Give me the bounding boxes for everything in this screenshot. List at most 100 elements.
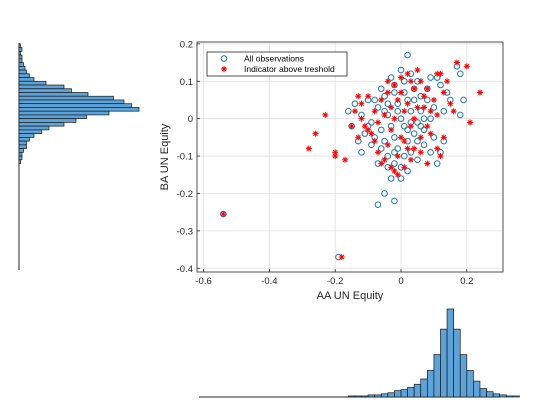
observation-point: [400, 152, 408, 160]
observation-point: [400, 77, 408, 85]
observation-point: [368, 141, 375, 149]
observation-point: [424, 96, 431, 104]
indicator-point: [463, 63, 470, 70]
y-histogram-bar: [18, 65, 26, 71]
observation-point: [397, 115, 405, 122]
x-tick-labels: -0.6 -0.4 -0.2 0 0.2: [195, 276, 473, 287]
observation-point: [374, 104, 382, 111]
observation-point: [387, 175, 395, 182]
indicator-point: [388, 126, 395, 133]
y-histogram-bar: [18, 84, 65, 90]
indicator-point: [365, 93, 372, 100]
indicator-point: [450, 108, 457, 115]
observation-point: [456, 111, 464, 119]
x-tick-label: -0.4: [261, 276, 277, 287]
y-histogram-bar: [18, 92, 89, 97]
indicator-point: [453, 59, 460, 66]
observation-point: [381, 92, 388, 100]
x-histogram-bar: [394, 390, 402, 398]
indicator-point: [467, 119, 474, 126]
x-histogram-bar: [473, 380, 481, 398]
y-histogram-bar: [18, 148, 24, 153]
observation-point: [397, 66, 405, 74]
y-histogram-bar: [18, 88, 72, 93]
x-tick-label: -0.2: [327, 276, 343, 287]
indicator-point: [394, 153, 401, 160]
y-histogram-bar: [18, 58, 23, 63]
indicator-point: [368, 130, 375, 137]
y-histogram-bar: [18, 43, 21, 48]
x-tick-label: 0.2: [460, 276, 473, 287]
observation-point: [377, 145, 385, 152]
indicator-point: [398, 74, 404, 81]
indicator-point: [361, 123, 368, 130]
y-tick-label: -0.2: [177, 189, 193, 200]
observation-point: [391, 197, 398, 205]
observation-point: [427, 74, 434, 81]
indicator-point: [351, 108, 358, 115]
y-axis-label: BA UN Equity: [159, 123, 171, 190]
x-histogram-bar: [505, 395, 514, 398]
indicator-point: [384, 141, 391, 148]
observation-point: [361, 130, 369, 137]
indicator-point: [414, 67, 421, 74]
indicator-point: [407, 156, 414, 163]
indicator-point: [322, 111, 329, 118]
observation-point: [433, 160, 441, 167]
x-histogram-bar: [466, 370, 474, 398]
y-histogram-bar: [18, 129, 42, 134]
observation-point: [420, 115, 428, 122]
indicator-point: [391, 115, 398, 122]
observation-point: [381, 137, 388, 145]
observation-point: [414, 137, 421, 145]
observation-point: [427, 115, 434, 122]
indicator-point: [407, 123, 414, 130]
y-tick-labels: -0.4 -0.3 -0.2 -0.1 0 0.1 0.2: [177, 39, 193, 274]
indicator-point: [417, 149, 424, 156]
indicator-point: [374, 119, 381, 126]
x-histogram-bar: [413, 383, 422, 398]
y-tick-label: 0.2: [180, 39, 193, 50]
plot-frame: [196, 41, 504, 273]
y-marginal-histogram: [18, 43, 140, 270]
observation-point: [400, 122, 408, 130]
legend-indicator-marker-icon: [221, 66, 227, 72]
y-histogram-bar: [18, 114, 87, 120]
indicator-point: [411, 85, 418, 92]
x-tick-label: 0: [398, 276, 403, 287]
observation-point: [377, 126, 385, 134]
indicator-point: [401, 138, 408, 145]
indicator-point: [417, 134, 424, 141]
indicator-point: [440, 89, 447, 96]
observation-point: [407, 149, 415, 156]
x-histogram-bar: [479, 388, 487, 398]
y-histogram-bar: [18, 110, 110, 116]
indicator-point: [427, 130, 434, 137]
indicator-point: [381, 111, 388, 118]
observation-point: [407, 107, 415, 115]
x-histogram-bar: [433, 354, 441, 398]
observation-point: [351, 100, 359, 108]
x-histogram-bar: [348, 395, 356, 398]
indicator-point: [437, 153, 444, 160]
indicator-point: [424, 85, 431, 92]
indicator-point: [434, 111, 441, 118]
observation-point: [397, 175, 405, 182]
indicator-point: [434, 70, 441, 77]
y-histogram-bar: [18, 133, 35, 138]
indicator-point: [411, 145, 418, 152]
x-tick-label: -0.6: [195, 276, 211, 287]
indicator-point: [338, 254, 345, 261]
observation-point: [381, 190, 388, 197]
observation-point: [410, 130, 418, 137]
indicator-point: [424, 160, 431, 167]
indicator-point: [398, 134, 404, 141]
observation-point: [384, 152, 392, 160]
indicator-point: [430, 96, 437, 103]
x-histogram-bar: [361, 395, 369, 398]
plot-area: [197, 42, 503, 272]
observation-point: [404, 51, 411, 59]
y-histogram-bar: [18, 144, 27, 149]
x-histogram-bar: [426, 370, 435, 398]
x-histogram-bar: [492, 393, 501, 398]
